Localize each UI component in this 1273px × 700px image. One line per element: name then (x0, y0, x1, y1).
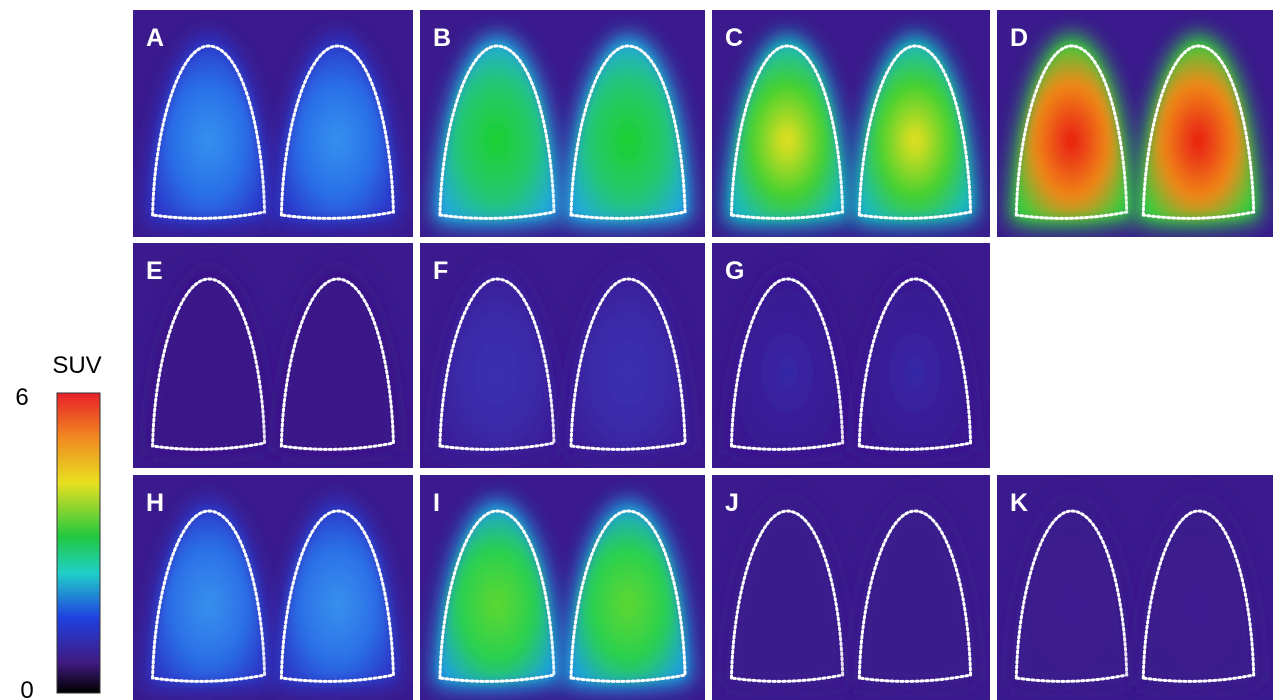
image-panel: A (133, 10, 413, 237)
panel-label: E (146, 257, 163, 285)
image-panel: G (712, 243, 990, 468)
colorbar-min: 0 (20, 677, 33, 700)
colorbar-max: 6 (15, 384, 28, 411)
panel-label: D (1010, 24, 1028, 52)
image-panel: F (420, 243, 705, 468)
colorbar (57, 393, 100, 693)
image-panel: E (133, 243, 413, 468)
colorbar-title: SUV (52, 352, 101, 379)
image-panel: C (712, 10, 990, 237)
panel-label: A (146, 24, 164, 52)
image-panel: H (133, 475, 413, 700)
panel-label: C (725, 24, 743, 52)
panel-label: K (1010, 489, 1028, 517)
figure: SUV 6 0 A B C D E F G H I J K (0, 0, 1273, 700)
image-panel: I (420, 475, 705, 700)
panel-label: H (146, 489, 164, 517)
panel-label: B (433, 24, 451, 52)
image-panel: J (712, 475, 990, 700)
image-panel: K (997, 475, 1273, 700)
image-panel: B (420, 10, 705, 237)
panel-label: I (433, 489, 440, 517)
panel-label: F (433, 257, 448, 285)
image-panel: D (997, 10, 1273, 237)
panel-label: G (725, 257, 744, 285)
panel-label: J (725, 489, 739, 517)
